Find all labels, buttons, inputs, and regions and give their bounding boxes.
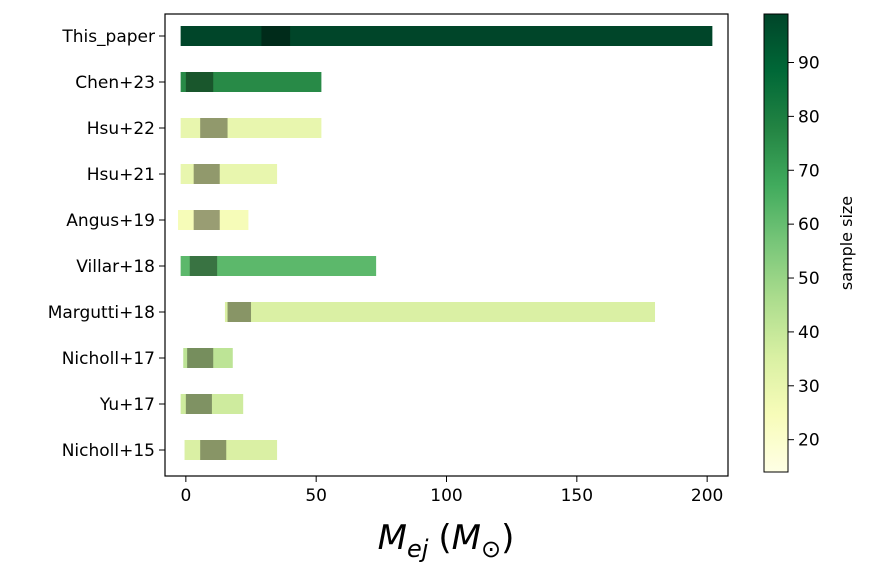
x-tick-labels: 0 50 100 150 200 (180, 476, 723, 506)
x-tick-label: 200 (691, 486, 723, 506)
colorbar-tick-label: 70 (798, 161, 820, 181)
colorbar-tick-label: 20 (798, 431, 820, 451)
plot-frame (164, 13, 729, 477)
colorbar-tick-label: 90 (798, 53, 820, 73)
core-range-bar-nicholl-17 (187, 348, 214, 368)
core-range-bar-villar-18 (189, 256, 218, 276)
core-range-bar-yu-17 (185, 394, 212, 414)
range-bar-chen-23 (180, 72, 322, 92)
core-range-bar-hsu-22 (200, 118, 228, 138)
range-bar-this-paper (180, 26, 713, 46)
y-tick-label: Chen+23 (75, 73, 155, 93)
core-range-bar-nicholl-15 (200, 440, 227, 460)
y-tick-label: Hsu+21 (87, 165, 155, 185)
x-tick-label: 150 (561, 486, 593, 506)
range-bar-margutti-18 (224, 302, 656, 322)
colorbar-tick-label: 50 (798, 269, 820, 289)
colorbar (763, 13, 789, 473)
x-tick-label: 50 (305, 486, 327, 506)
y-tick-label: Nicholl+15 (62, 441, 155, 461)
colorbar-ticks: 20 30 40 50 60 70 80 90 (788, 53, 820, 451)
core-range-bar-chen-23 (185, 72, 214, 92)
colorbar-tick-label: 80 (798, 107, 820, 127)
y-tick-label: Angus+19 (66, 211, 155, 231)
colorbar-tick-label: 60 (798, 215, 820, 235)
y-tick-label: Hsu+22 (87, 119, 155, 139)
x-tick-label: 100 (430, 486, 462, 506)
x-axis-label: Mej (M⊙) (378, 518, 515, 563)
y-tick-label: Margutti+18 (48, 303, 155, 323)
y-tick-label: Nicholl+17 (62, 349, 155, 369)
core-range-bar-this-paper (261, 26, 291, 46)
bars-group (178, 26, 713, 460)
y-tick-label: Villar+18 (76, 257, 155, 277)
colorbar-tick-label: 30 (798, 377, 820, 397)
y-category-labels: This_paper Chen+23 Hsu+22 Hsu+21 Angus+19 Vil… (48, 27, 165, 461)
range-bar-nicholl-15 (184, 440, 278, 460)
y-tick-label: This_paper (61, 27, 155, 47)
y-tick-label: Yu+17 (99, 395, 155, 415)
core-range-bar-hsu-21 (193, 164, 220, 184)
colorbar-tick-label: 40 (798, 323, 820, 343)
colorbar-label: sample size (837, 196, 856, 290)
core-range-bar-angus-19 (193, 210, 220, 230)
range-bar-villar-18 (180, 256, 377, 276)
core-range-bar-margutti-18 (227, 302, 252, 322)
x-tick-label: 0 (180, 486, 191, 506)
